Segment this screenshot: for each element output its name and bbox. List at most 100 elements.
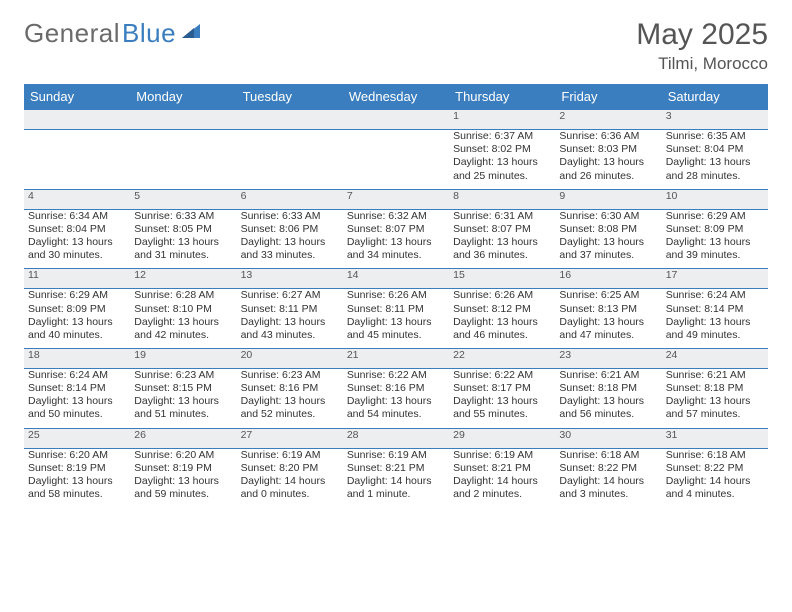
day-day2: and 42 minutes. — [134, 329, 232, 342]
day-number-cell: 7 — [343, 189, 449, 209]
day-day1: Daylight: 13 hours — [453, 395, 551, 408]
day-day1: Daylight: 13 hours — [134, 475, 232, 488]
day-sunrise: Sunrise: 6:20 AM — [28, 449, 126, 462]
day-day1: Daylight: 14 hours — [453, 475, 551, 488]
day-cell — [343, 130, 449, 190]
day-number-cell: 19 — [130, 348, 236, 368]
day-sunrise: Sunrise: 6:18 AM — [666, 449, 764, 462]
day-day1: Daylight: 13 hours — [28, 316, 126, 329]
day-cell — [130, 130, 236, 190]
logo-text-blue: Blue — [122, 18, 176, 49]
day-day2: and 40 minutes. — [28, 329, 126, 342]
day-day1: Daylight: 13 hours — [666, 395, 764, 408]
title-block: May 2025 Tilmi, Morocco — [636, 18, 768, 74]
day-sunset: Sunset: 8:02 PM — [453, 143, 551, 156]
day-sunset: Sunset: 8:14 PM — [28, 382, 126, 395]
day-day2: and 34 minutes. — [347, 249, 445, 262]
weekday-header-row: Sunday Monday Tuesday Wednesday Thursday… — [24, 84, 768, 110]
day-day2: and 54 minutes. — [347, 408, 445, 421]
day-number-cell — [130, 110, 236, 130]
logo: General Blue — [24, 18, 202, 49]
day-day2: and 0 minutes. — [241, 488, 339, 501]
day-number-cell: 18 — [24, 348, 130, 368]
day-sunrise: Sunrise: 6:35 AM — [666, 130, 764, 143]
month-title: May 2025 — [636, 18, 768, 52]
day-day2: and 28 minutes. — [666, 170, 764, 183]
day-day2: and 25 minutes. — [453, 170, 551, 183]
day-day2: and 55 minutes. — [453, 408, 551, 421]
day-cell: Sunrise: 6:26 AMSunset: 8:11 PMDaylight:… — [343, 289, 449, 349]
day-day1: Daylight: 13 hours — [559, 236, 657, 249]
day-content-row: Sunrise: 6:34 AMSunset: 8:04 PMDaylight:… — [24, 209, 768, 269]
day-day2: and 56 minutes. — [559, 408, 657, 421]
day-content-row: Sunrise: 6:37 AMSunset: 8:02 PMDaylight:… — [24, 130, 768, 190]
day-sunrise: Sunrise: 6:26 AM — [453, 289, 551, 302]
day-cell: Sunrise: 6:36 AMSunset: 8:03 PMDaylight:… — [555, 130, 661, 190]
day-day2: and 47 minutes. — [559, 329, 657, 342]
day-cell: Sunrise: 6:26 AMSunset: 8:12 PMDaylight:… — [449, 289, 555, 349]
day-day1: Daylight: 13 hours — [241, 395, 339, 408]
day-cell: Sunrise: 6:22 AMSunset: 8:16 PMDaylight:… — [343, 369, 449, 429]
day-day2: and 3 minutes. — [559, 488, 657, 501]
day-sunrise: Sunrise: 6:34 AM — [28, 210, 126, 223]
day-sunset: Sunset: 8:14 PM — [666, 303, 764, 316]
day-day2: and 50 minutes. — [28, 408, 126, 421]
day-day2: and 43 minutes. — [241, 329, 339, 342]
day-sunset: Sunset: 8:04 PM — [666, 143, 764, 156]
location: Tilmi, Morocco — [636, 54, 768, 74]
day-content-row: Sunrise: 6:24 AMSunset: 8:14 PMDaylight:… — [24, 369, 768, 429]
daynum-row: 25262728293031 — [24, 428, 768, 448]
day-cell: Sunrise: 6:22 AMSunset: 8:17 PMDaylight:… — [449, 369, 555, 429]
day-sunset: Sunset: 8:18 PM — [666, 382, 764, 395]
day-day1: Daylight: 13 hours — [453, 316, 551, 329]
day-number-cell: 27 — [237, 428, 343, 448]
day-sunrise: Sunrise: 6:31 AM — [453, 210, 551, 223]
day-day1: Daylight: 13 hours — [134, 236, 232, 249]
day-day2: and 33 minutes. — [241, 249, 339, 262]
daynum-row: 45678910 — [24, 189, 768, 209]
day-number-cell: 17 — [662, 269, 768, 289]
day-sunset: Sunset: 8:22 PM — [666, 462, 764, 475]
day-day2: and 46 minutes. — [453, 329, 551, 342]
day-sunset: Sunset: 8:05 PM — [134, 223, 232, 236]
day-sunset: Sunset: 8:18 PM — [559, 382, 657, 395]
day-number-cell: 5 — [130, 189, 236, 209]
day-cell — [237, 130, 343, 190]
day-day2: and 37 minutes. — [559, 249, 657, 262]
day-sunset: Sunset: 8:06 PM — [241, 223, 339, 236]
day-sunset: Sunset: 8:21 PM — [453, 462, 551, 475]
day-number-cell: 22 — [449, 348, 555, 368]
day-sunrise: Sunrise: 6:36 AM — [559, 130, 657, 143]
day-cell: Sunrise: 6:24 AMSunset: 8:14 PMDaylight:… — [24, 369, 130, 429]
day-number-cell: 30 — [555, 428, 661, 448]
day-sunset: Sunset: 8:22 PM — [559, 462, 657, 475]
day-cell: Sunrise: 6:25 AMSunset: 8:13 PMDaylight:… — [555, 289, 661, 349]
day-sunrise: Sunrise: 6:30 AM — [559, 210, 657, 223]
day-sunrise: Sunrise: 6:22 AM — [347, 369, 445, 382]
daynum-row: 11121314151617 — [24, 269, 768, 289]
day-sunrise: Sunrise: 6:22 AM — [453, 369, 551, 382]
day-day1: Daylight: 13 hours — [241, 316, 339, 329]
day-sunrise: Sunrise: 6:29 AM — [666, 210, 764, 223]
day-sunset: Sunset: 8:11 PM — [347, 303, 445, 316]
day-day1: Daylight: 13 hours — [347, 395, 445, 408]
day-sunrise: Sunrise: 6:21 AM — [666, 369, 764, 382]
day-cell: Sunrise: 6:19 AMSunset: 8:21 PMDaylight:… — [343, 448, 449, 507]
day-cell: Sunrise: 6:19 AMSunset: 8:21 PMDaylight:… — [449, 448, 555, 507]
header: General Blue May 2025 Tilmi, Morocco — [24, 18, 768, 74]
day-day1: Daylight: 13 hours — [559, 316, 657, 329]
day-number-cell: 16 — [555, 269, 661, 289]
day-day1: Daylight: 14 hours — [559, 475, 657, 488]
day-sunset: Sunset: 8:07 PM — [453, 223, 551, 236]
day-sunrise: Sunrise: 6:21 AM — [559, 369, 657, 382]
day-cell: Sunrise: 6:33 AMSunset: 8:06 PMDaylight:… — [237, 209, 343, 269]
day-cell: Sunrise: 6:29 AMSunset: 8:09 PMDaylight:… — [662, 209, 768, 269]
daynum-row: 123 — [24, 110, 768, 130]
day-day1: Daylight: 13 hours — [347, 236, 445, 249]
day-number-cell: 14 — [343, 269, 449, 289]
day-number-cell: 23 — [555, 348, 661, 368]
day-cell: Sunrise: 6:32 AMSunset: 8:07 PMDaylight:… — [343, 209, 449, 269]
day-sunset: Sunset: 8:16 PM — [347, 382, 445, 395]
day-cell: Sunrise: 6:31 AMSunset: 8:07 PMDaylight:… — [449, 209, 555, 269]
day-cell: Sunrise: 6:23 AMSunset: 8:16 PMDaylight:… — [237, 369, 343, 429]
